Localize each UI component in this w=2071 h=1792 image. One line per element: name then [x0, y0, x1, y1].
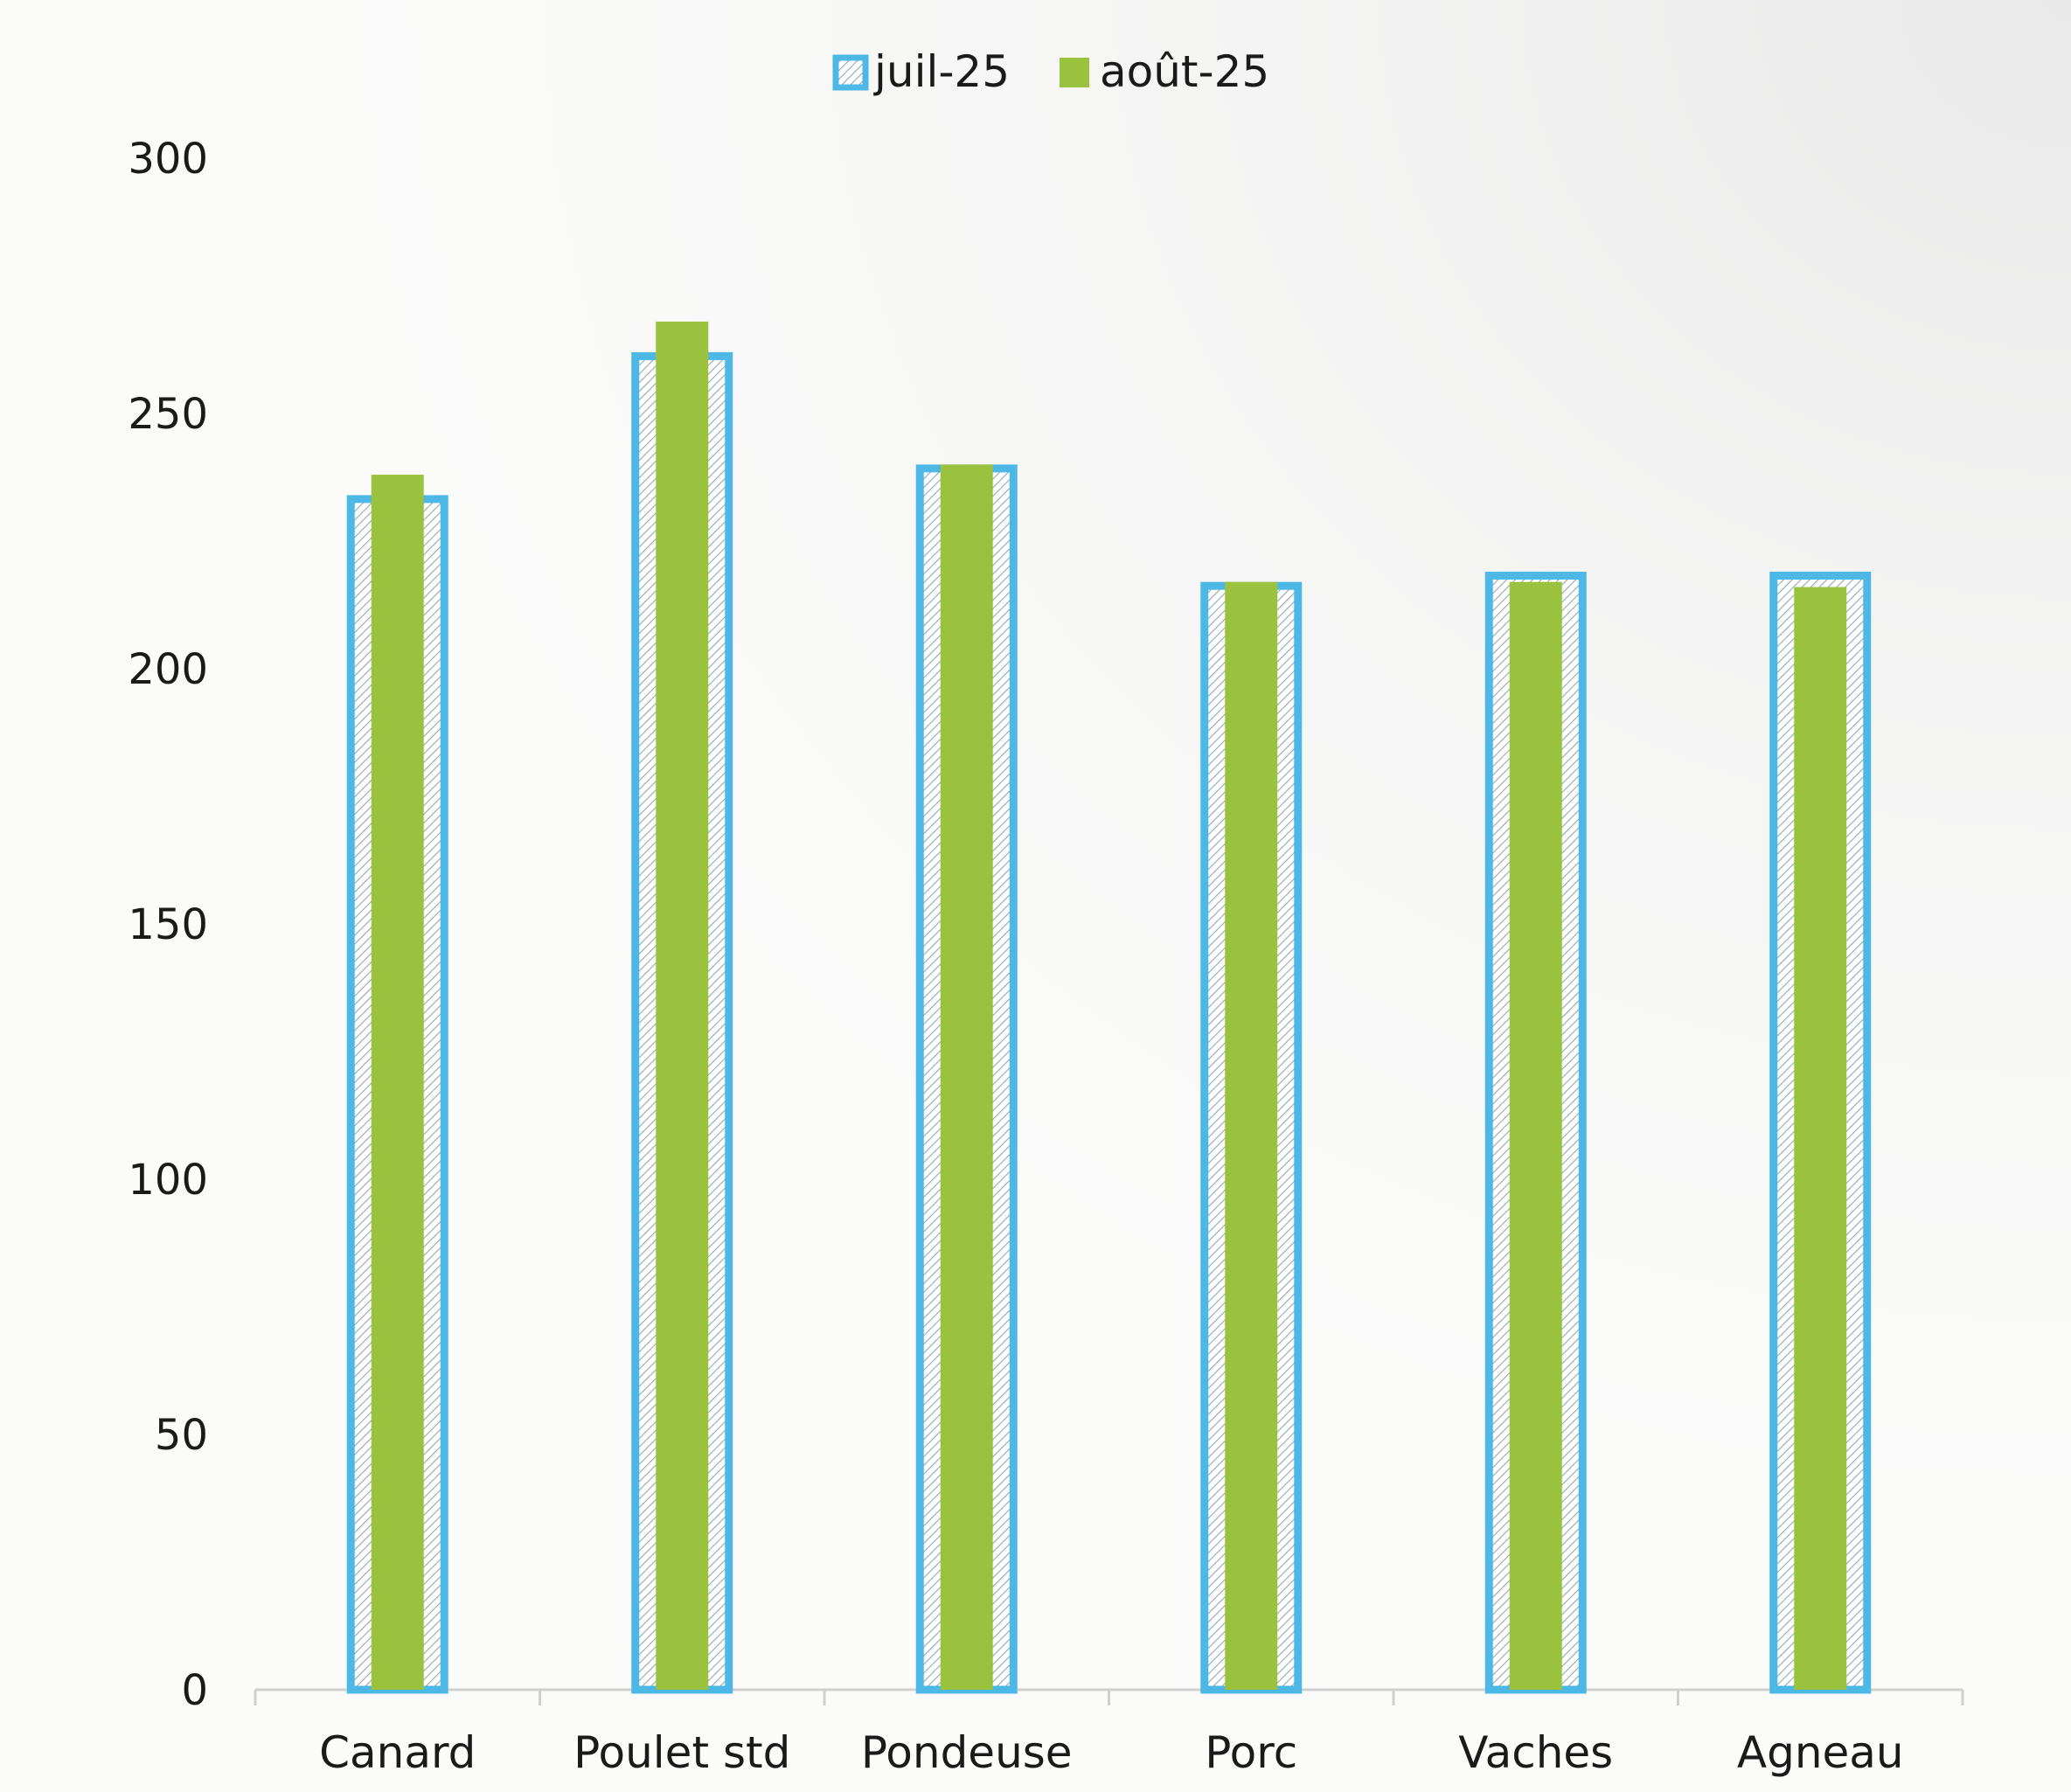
y-tick-label-50: 50 [155, 1411, 208, 1460]
legend: juil-25 août-25 [832, 46, 1269, 97]
x-axis: Canard Poulet std Pondeuse Porc Vaches Agneau [254, 1688, 1964, 1778]
legend-swatch-aout-25 [1060, 58, 1089, 87]
y-tick-label-300: 300 [128, 135, 208, 184]
category-label-porc: Porc [1205, 1727, 1297, 1778]
category-label-canard: Canard [319, 1727, 476, 1778]
bar-aout-25-canard [371, 475, 424, 1690]
y-axis: 0 50 100 150 200 250 300 [128, 135, 208, 1715]
legend-swatch-juil-25 [832, 54, 869, 91]
y-tick-label-200: 200 [128, 645, 208, 694]
category-label-vaches: Vaches [1458, 1727, 1613, 1778]
bars [346, 321, 1872, 1694]
category-label-pondeuse: Pondeuse [861, 1727, 1073, 1778]
y-tick-label-100: 100 [128, 1156, 208, 1205]
category-label-agneau: Agneau [1737, 1727, 1904, 1778]
legend-label-aout-25: août-25 [1100, 46, 1269, 97]
y-tick-label-0: 0 [181, 1666, 208, 1715]
legend-label-juil-25: juil-25 [873, 46, 1010, 97]
bar-aout-25-vaches [1509, 581, 1562, 1690]
bar-aout-25-poulet-std [656, 321, 709, 1690]
bar-aout-25-pondeuse [940, 464, 993, 1690]
bar-aout-25-porc [1225, 581, 1278, 1690]
y-tick-label-250: 250 [128, 390, 208, 439]
y-tick-label-150: 150 [128, 900, 208, 949]
bar-aout-25-agneau [1794, 587, 1847, 1690]
category-label-poulet-std: Poulet std [573, 1727, 790, 1778]
